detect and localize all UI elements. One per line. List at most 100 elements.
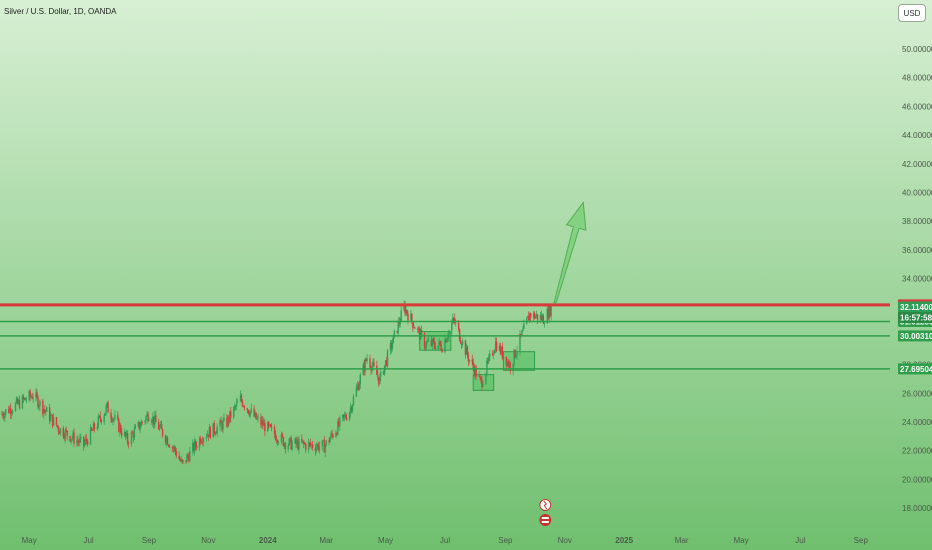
- flag-icon-stripe: [541, 517, 549, 519]
- candle-body: [241, 400, 244, 407]
- candle-body: [25, 399, 27, 401]
- candle-body: [454, 318, 456, 323]
- candle-body: [180, 459, 182, 461]
- candle-body: [362, 364, 364, 375]
- last-price-tag: 32.11400: [900, 303, 932, 312]
- candle-body: [76, 440, 78, 444]
- candle-body: [65, 429, 67, 431]
- candle-body: [5, 409, 7, 413]
- candle-body: [494, 341, 497, 351]
- highlight-zone: [472, 374, 495, 391]
- candle-body: [523, 323, 525, 329]
- candle-body: [315, 446, 318, 451]
- candle-body: [158, 422, 160, 430]
- candle-body: [385, 360, 388, 366]
- x-tick-label: Nov: [201, 536, 215, 545]
- candle-body: [410, 313, 412, 321]
- candle-body: [355, 387, 358, 397]
- candle-body: [296, 440, 298, 445]
- candle-body: [513, 349, 515, 364]
- candle-body: [507, 361, 509, 367]
- candle-body: [468, 359, 471, 362]
- candle-body: [377, 374, 379, 378]
- candle-body: [246, 408, 249, 410]
- candle-body: [10, 408, 12, 415]
- candle-body: [407, 314, 409, 321]
- candle-body: [64, 429, 66, 439]
- candle-body: [114, 415, 116, 419]
- candle-body: [106, 402, 108, 407]
- candle-body: [16, 398, 19, 404]
- candle-body: [167, 444, 170, 446]
- candle-body: [51, 414, 54, 426]
- candle-body: [386, 350, 389, 366]
- candle-body: [201, 441, 204, 443]
- candle-body: [234, 406, 237, 407]
- candle-body: [482, 383, 484, 387]
- candle-body: [540, 315, 543, 320]
- candle-body: [452, 317, 454, 324]
- candle-body: [314, 448, 317, 451]
- candle-body: [345, 417, 348, 420]
- candle-body: [330, 433, 332, 439]
- candle-body: [275, 440, 278, 441]
- candle-body: [309, 442, 312, 446]
- candle-body: [440, 344, 442, 350]
- candle-body: [79, 438, 81, 443]
- candle-body: [411, 313, 413, 322]
- x-tick-label: May: [378, 536, 393, 545]
- candle-body: [331, 433, 333, 435]
- candle-body: [500, 346, 503, 354]
- candle-body: [2, 413, 4, 417]
- candle-body: [297, 440, 299, 450]
- event-icons[interactable]: [539, 499, 552, 527]
- candle-body: [39, 400, 41, 407]
- candle-body: [4, 412, 6, 418]
- candle-body: [166, 437, 169, 445]
- candle-body: [529, 313, 531, 321]
- candle-body: [376, 365, 378, 375]
- x-tick-label: Jul: [795, 536, 805, 545]
- candle-body: [455, 322, 457, 324]
- candle-body: [519, 333, 521, 351]
- flag-icon[interactable]: [539, 514, 552, 526]
- candle-body: [97, 416, 100, 427]
- candle-body: [284, 443, 287, 450]
- candle-body: [85, 438, 88, 441]
- currency-button[interactable]: USD: [898, 4, 926, 22]
- candle-body: [199, 437, 202, 443]
- candle-body: [474, 367, 476, 376]
- candle-body: [198, 437, 201, 448]
- y-tick-label: 24.00000: [902, 418, 932, 427]
- candle-body: [263, 422, 265, 426]
- candle-body: [126, 433, 129, 443]
- candle-body: [187, 454, 189, 457]
- candle-body: [520, 333, 522, 336]
- candles: [1, 300, 552, 465]
- candle-body: [451, 323, 453, 331]
- countdown-bg: [898, 312, 932, 324]
- candle-body: [379, 376, 381, 385]
- candle-body: [228, 416, 230, 422]
- candle-body: [8, 409, 10, 413]
- candle-body: [433, 341, 435, 347]
- candle-body: [357, 385, 360, 391]
- y-tick-label: 20.00000: [902, 475, 932, 484]
- candle-body: [144, 420, 146, 423]
- candle-body: [63, 436, 65, 439]
- candle-body: [249, 411, 251, 416]
- candle-body: [529, 313, 532, 318]
- candle-body: [342, 414, 344, 418]
- candle-body: [546, 308, 548, 324]
- candle-body: [382, 371, 385, 375]
- candle-body: [164, 435, 167, 443]
- candle-body: [227, 416, 229, 427]
- horizontal-levels[interactable]: [0, 303, 890, 370]
- bullish-projection-arrow: [553, 201, 587, 304]
- candle-body: [344, 415, 346, 417]
- x-tick-label: May: [733, 536, 748, 545]
- time-axis[interactable]: May Jul Sep Nov 2024 Mar May Jul Sep Nov 2025 Mar Ma…: [22, 536, 869, 545]
- candle-body: [400, 310, 402, 322]
- candle-body: [281, 434, 284, 437]
